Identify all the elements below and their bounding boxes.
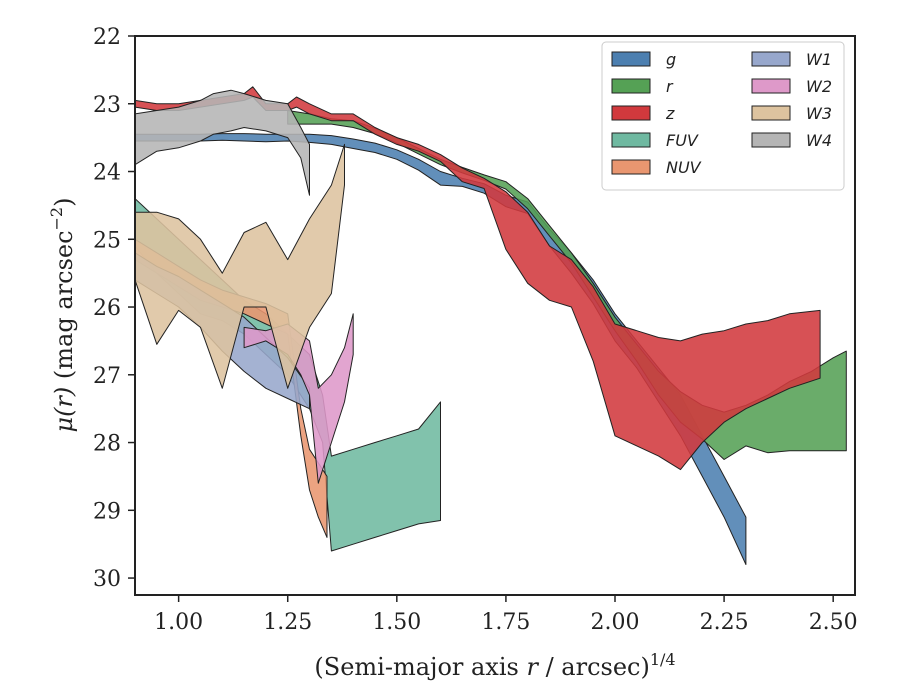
legend-label: r <box>666 77 674 96</box>
legend-label: g <box>666 50 676 69</box>
legend-label: NUV <box>666 158 702 177</box>
legend: grz FUV NUV W1 W2 W3 W4 <box>601 41 845 191</box>
legend-label: z <box>665 104 675 123</box>
legend-swatch <box>611 159 651 175</box>
legend-label: W4 <box>806 131 832 150</box>
y-tick-label: 24 <box>93 161 121 186</box>
plot-frame <box>134 35 856 596</box>
x-tick-label: 1.00 <box>154 610 203 635</box>
x-axis: 1.00 1.25 1.50 1.75 2.00 2.25 2.50 <box>154 595 858 635</box>
legend-swatch <box>751 132 791 148</box>
band-w3 <box>135 143 345 389</box>
y-tick-label: 28 <box>93 432 121 457</box>
x-axis-title: (Semi-major axis r / arcsec)1/4 <box>314 650 675 681</box>
x-tick-label: 2.00 <box>591 610 640 635</box>
y-tick-label: 23 <box>93 93 121 118</box>
legend-swatch <box>611 132 651 148</box>
x-tick-label: 1.75 <box>481 610 530 635</box>
y-tick-label: 26 <box>93 296 121 321</box>
legend-label: FUV <box>666 131 699 150</box>
bands-layer <box>135 86 847 565</box>
x-tick-label: 1.50 <box>372 610 421 635</box>
x-tick-label: 1.25 <box>263 610 312 635</box>
y-axis: 22 23 24 25 26 27 28 29 30 <box>93 25 135 592</box>
legend-label: W1 <box>806 50 832 69</box>
legend-swatch <box>751 105 791 121</box>
legend-swatch <box>751 78 791 94</box>
y-tick-label: 29 <box>93 499 121 524</box>
y-tick-label: 25 <box>93 228 121 253</box>
x-tick-label: 2.25 <box>700 610 749 635</box>
y-axis-title: μ(r) (mag arcsec−2) <box>47 198 78 433</box>
legend-swatch <box>751 51 791 67</box>
y-tick-label: 30 <box>93 567 121 592</box>
legend-label: W3 <box>806 104 832 123</box>
legend-swatch <box>611 51 651 67</box>
legend-label: W2 <box>806 77 832 96</box>
legend-swatch <box>611 105 651 121</box>
band-w4 <box>135 89 310 196</box>
y-tick-label: 27 <box>93 364 121 389</box>
x-tick-label: 2.50 <box>809 610 858 635</box>
band-z <box>135 86 821 471</box>
legend-swatch <box>611 78 651 94</box>
y-tick-label: 22 <box>93 25 121 50</box>
